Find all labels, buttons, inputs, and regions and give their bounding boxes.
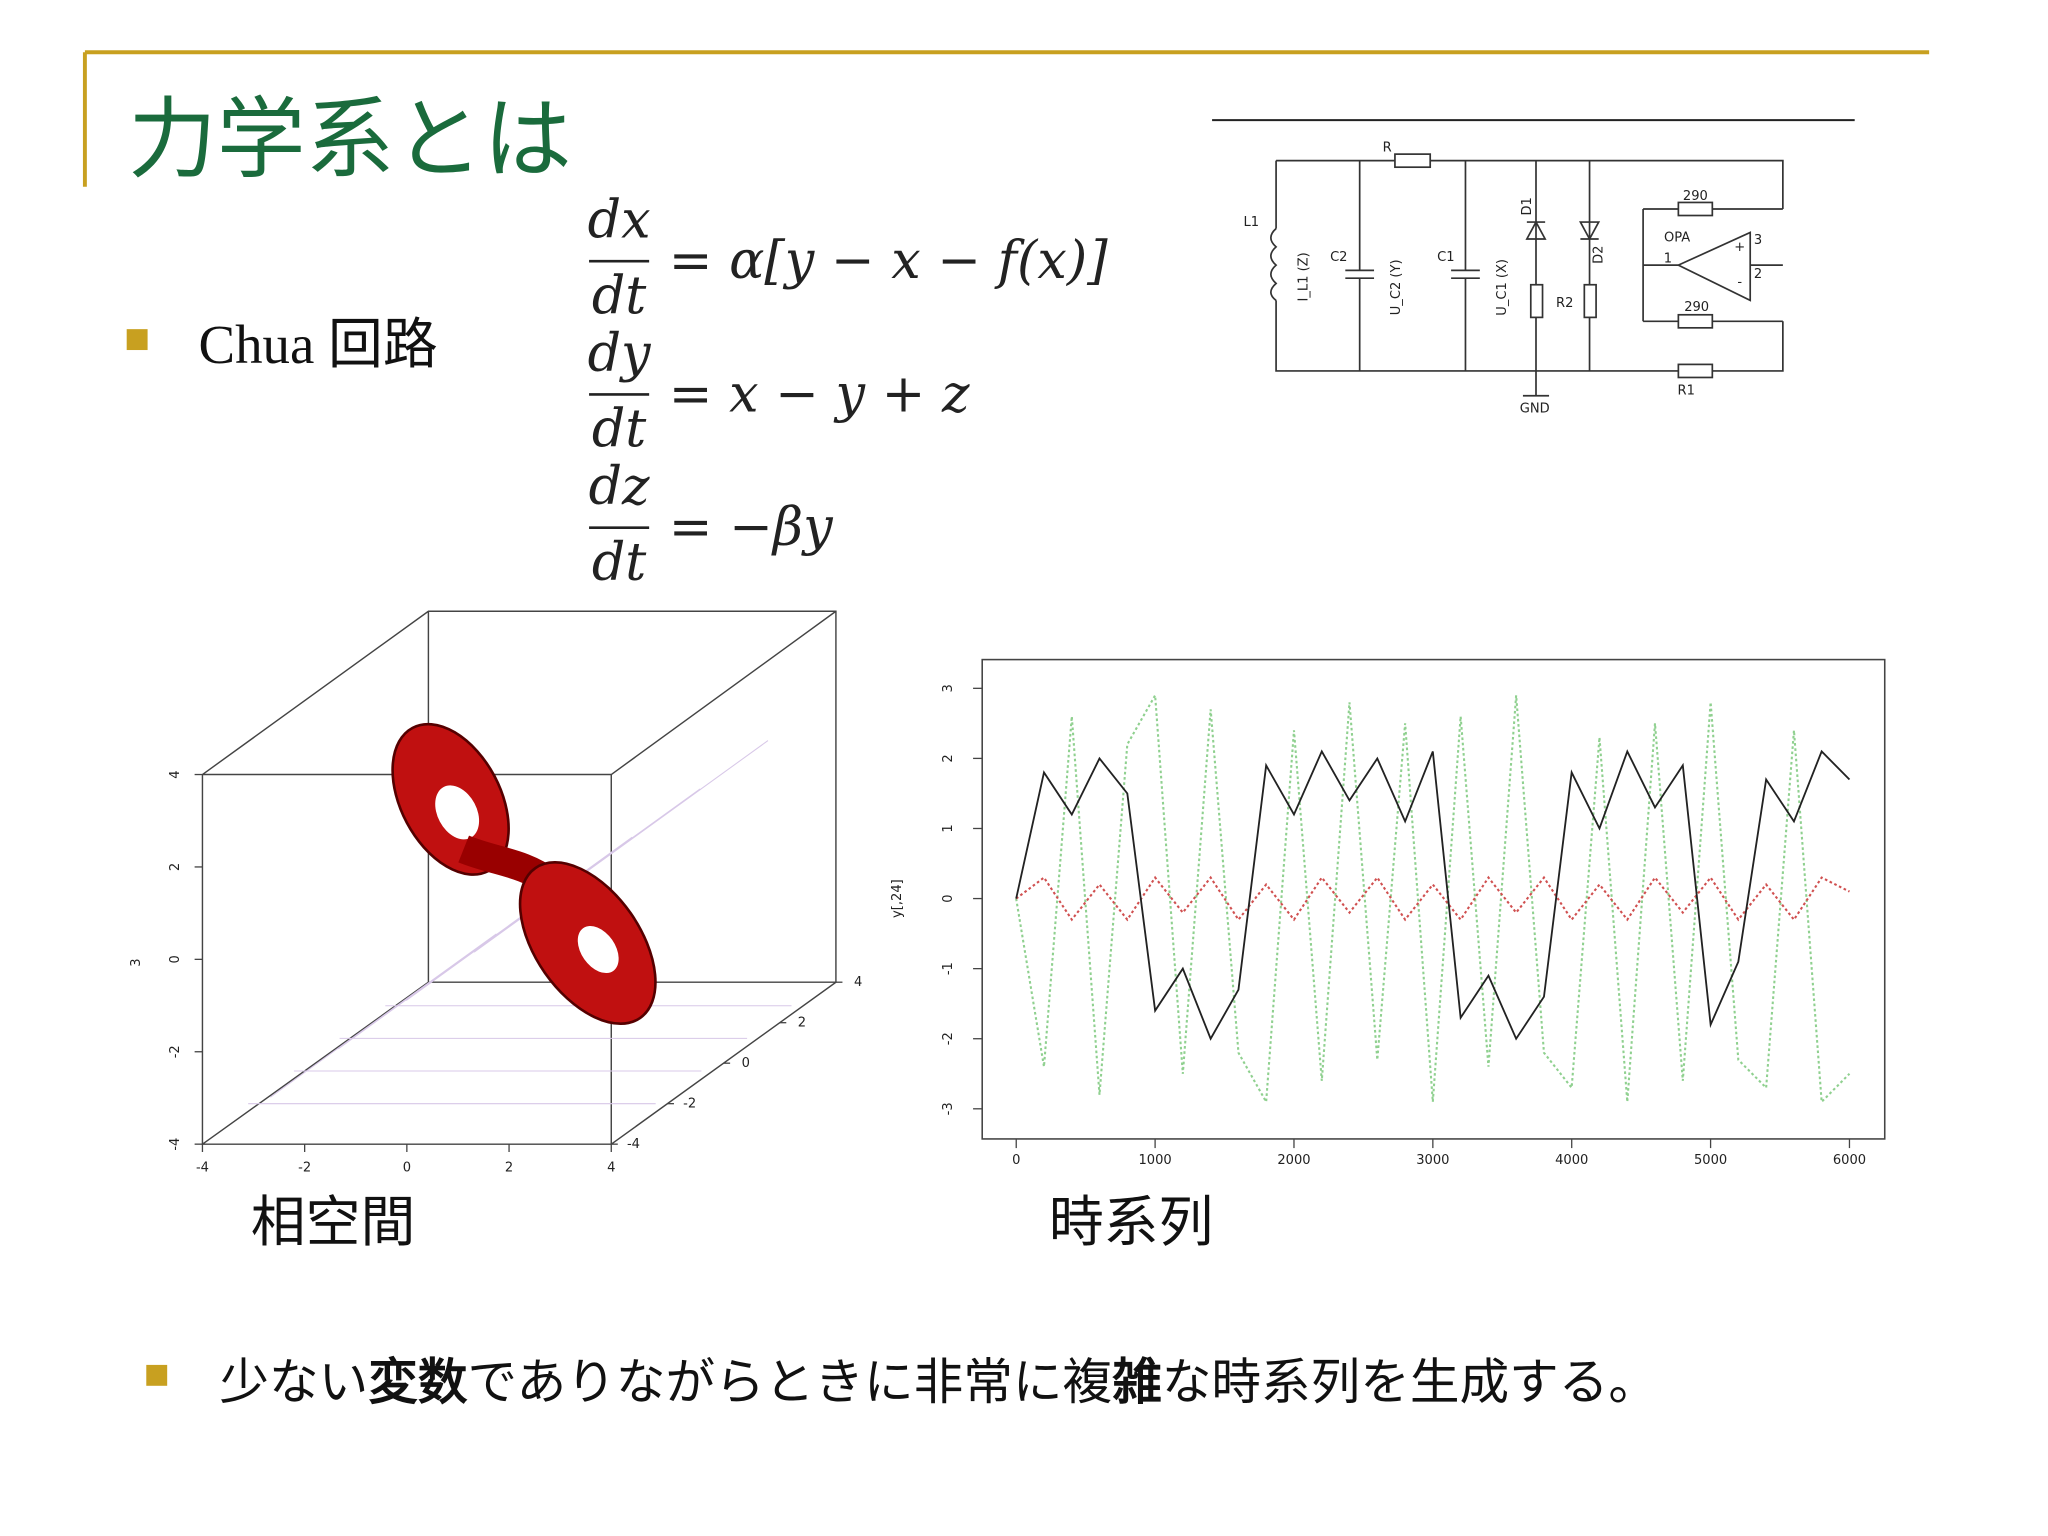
circuit-label: 1 xyxy=(1664,252,1672,267)
circuit-label: U_C2 (Y) xyxy=(1389,259,1404,315)
y-tick-label: 1 xyxy=(941,824,956,832)
text-run: 変数 xyxy=(368,1353,468,1411)
x-tick-label: 2 xyxy=(505,1161,513,1176)
x-tick-label: 1000 xyxy=(1138,1153,1171,1168)
resistor xyxy=(1529,283,1544,319)
eq-numerator: dx xyxy=(588,191,651,251)
y-tick-label: 0 xyxy=(941,894,956,902)
y-tick-label: -4 xyxy=(627,1137,640,1152)
x-tick-label: 6000 xyxy=(1833,1153,1866,1168)
x-tick-label: 4 xyxy=(607,1161,615,1176)
eq-denominator: dt xyxy=(592,400,647,460)
circuit-label: 290 xyxy=(1684,300,1709,315)
bullet-text: Chua 回路 xyxy=(199,314,438,375)
bullet-text: 少ない変数でありながらときに非常に複雑な時系列を生成する。 xyxy=(219,1353,1658,1411)
attractor-hole xyxy=(435,785,480,840)
y-tick-label: 4 xyxy=(854,975,862,990)
resistor xyxy=(1677,201,1714,217)
slide-title: 力学系とは xyxy=(128,88,572,191)
attractor-hole xyxy=(577,926,619,974)
z-tick-label: 0 xyxy=(168,955,183,963)
axis-label: y[,24] xyxy=(890,879,905,918)
plot-frame xyxy=(981,658,1886,1140)
circuit-label: D2 xyxy=(1592,246,1607,264)
caption: 相空間 xyxy=(251,1190,416,1254)
circuit-label: R xyxy=(1383,141,1392,156)
caption: 時系列 xyxy=(1049,1190,1214,1254)
x-tick-label: 3000 xyxy=(1416,1153,1449,1168)
axis-label: 3 xyxy=(129,958,144,966)
x-tick-label: 0 xyxy=(1012,1153,1020,1168)
circuit-label: R2 xyxy=(1556,296,1573,311)
resistor xyxy=(1394,153,1432,169)
bullet-marker xyxy=(126,329,148,351)
x-tick-label: 2000 xyxy=(1277,1153,1310,1168)
inductor xyxy=(1270,227,1278,302)
y-tick-label: -3 xyxy=(941,1102,956,1115)
circuit-label: R1 xyxy=(1678,383,1695,398)
eq-rhs: = α[y − x − f(x)] xyxy=(669,231,1108,291)
text-run: 少ない xyxy=(219,1353,368,1411)
z-tick-label: 4 xyxy=(168,770,183,778)
y-tick-label: 2 xyxy=(941,754,956,762)
resistor xyxy=(1583,283,1597,319)
eq-numerator: dz xyxy=(589,457,650,517)
circuit-label: 2 xyxy=(1754,267,1762,282)
y-tick-label: 0 xyxy=(742,1056,750,1071)
y-tick-label: 2 xyxy=(798,1016,806,1031)
opamp xyxy=(1676,231,1752,302)
diode xyxy=(1525,220,1601,241)
y-tick-label: -2 xyxy=(683,1097,696,1112)
y-tick-label: -2 xyxy=(941,1032,956,1045)
x-tick-label: 5000 xyxy=(1694,1153,1727,1168)
circuit-label: - xyxy=(1737,275,1742,290)
resistor xyxy=(1677,363,1714,379)
circuit-label: C2 xyxy=(1330,250,1347,265)
circuit-label: U_C1 (X) xyxy=(1495,259,1510,316)
y-tick-label: -1 xyxy=(941,962,956,975)
x-tick-label: 0 xyxy=(403,1161,411,1176)
eq-rhs: = x − y + z xyxy=(669,364,970,424)
x-tick-label: 4000 xyxy=(1555,1153,1588,1168)
text-run: な時系列を生成する。 xyxy=(1162,1353,1658,1411)
circuit-label: L1 xyxy=(1243,215,1259,230)
series-line xyxy=(1015,749,1851,1041)
circuit-label: + xyxy=(1734,240,1745,255)
z-tick-label: -2 xyxy=(168,1045,183,1058)
circuit-label: OPA xyxy=(1664,231,1690,246)
eq-denominator: dt xyxy=(592,266,647,326)
capacitor xyxy=(1345,269,1480,280)
circuit-label: C1 xyxy=(1437,250,1454,265)
series-line xyxy=(1015,875,1850,922)
text-run: 雑 xyxy=(1111,1353,1162,1411)
circuit-label: GND xyxy=(1520,402,1550,417)
eq-rhs: = −βy xyxy=(669,498,834,558)
circuit-label: I_L1 (Z) xyxy=(1296,252,1311,301)
text-run: でありながらときに非常に複 xyxy=(468,1353,1113,1411)
circuit-label: 3 xyxy=(1754,233,1762,248)
circuit-label: 290 xyxy=(1683,189,1708,204)
eq-denominator: dt xyxy=(592,533,647,593)
attractor xyxy=(391,722,657,1025)
eq-numerator: dy xyxy=(588,324,652,384)
x-tick-label: -4 xyxy=(196,1161,209,1176)
resistor xyxy=(1677,313,1714,329)
bullet-marker xyxy=(146,1364,168,1386)
circuit-label: D1 xyxy=(1520,197,1535,215)
z-tick-label: -4 xyxy=(168,1138,183,1151)
z-tick-label: 2 xyxy=(168,863,183,871)
x-tick-label: -2 xyxy=(298,1161,311,1176)
y-tick-label: 3 xyxy=(941,684,956,692)
